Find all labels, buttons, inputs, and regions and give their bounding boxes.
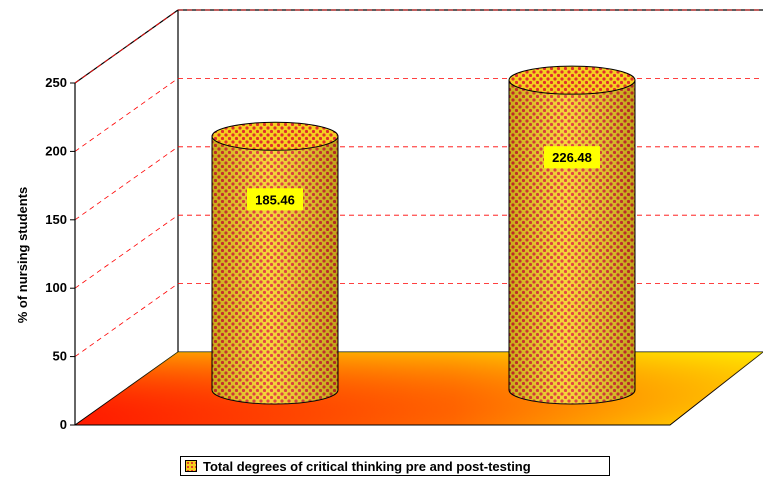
legend-label: Total degrees of critical thinking pre a… xyxy=(203,458,531,474)
data-label-bg xyxy=(247,188,303,211)
bar-shade xyxy=(509,80,635,405)
gridline-side xyxy=(74,9,179,84)
floor-sheen xyxy=(75,352,763,425)
bar xyxy=(211,121,339,405)
bar xyxy=(508,65,636,405)
data-label: 226.48 xyxy=(552,150,592,165)
plot-floor xyxy=(73,351,763,426)
y-tick-label: 250 xyxy=(45,75,67,90)
y-tick-label: 200 xyxy=(45,143,67,158)
bar-top xyxy=(211,121,339,151)
data-labels: 185.46 226.48 xyxy=(247,146,600,211)
gridline-side xyxy=(74,146,179,221)
y-tick-label: 100 xyxy=(45,280,67,295)
gridline-side xyxy=(74,214,179,289)
y-tick-label: 150 xyxy=(45,212,67,227)
plot-walls xyxy=(74,9,763,352)
y-axis: 0 50 100 150 200 250 xyxy=(45,75,76,432)
bars xyxy=(211,65,636,405)
bar-shade xyxy=(212,136,338,405)
data-label: 185.46 xyxy=(255,192,295,207)
legend: Total degrees of critical thinking pre a… xyxy=(180,456,610,476)
y-tick-label: 50 xyxy=(53,349,67,364)
y-tick-label: 0 xyxy=(60,417,67,432)
gridline-side xyxy=(74,283,179,357)
legend-swatch xyxy=(185,460,197,472)
y-axis-title: % of nursing students xyxy=(15,187,30,324)
gridline-side xyxy=(74,78,179,152)
data-label-bg xyxy=(544,146,600,169)
bar-top xyxy=(508,65,636,95)
gridlines xyxy=(74,9,763,357)
